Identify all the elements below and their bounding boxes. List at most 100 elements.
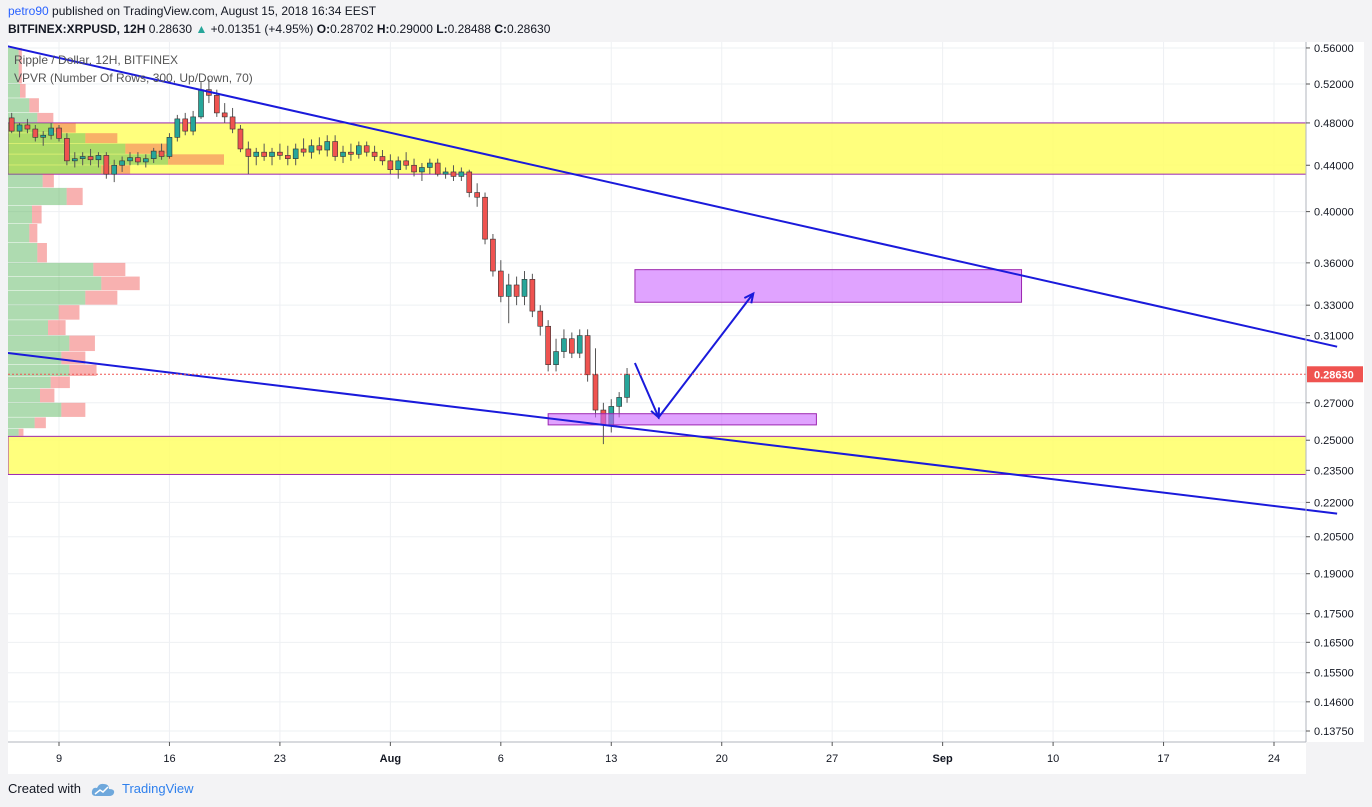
vpvr-up-bar xyxy=(8,417,35,429)
vpvr-down-bar xyxy=(42,174,54,188)
vpvr-up-bar xyxy=(8,320,48,336)
price-axis-background xyxy=(1306,42,1364,742)
vpvr-down-bar xyxy=(50,376,70,389)
ohlc-header: BITFINEX:XRPUSD, 12H 0.28630 ▲ +0.01351 … xyxy=(8,22,550,36)
candle-up xyxy=(253,151,260,157)
vpvr-up-bar xyxy=(8,305,59,320)
vpvr-up-bar xyxy=(8,335,70,352)
candle-up xyxy=(427,162,433,168)
candle-up xyxy=(458,171,465,177)
candle-down xyxy=(529,279,536,312)
x-tick-label: 17 xyxy=(1157,753,1169,765)
legend-indicator: VPVR (Number Of Rows, 300, Up/Down, 70) xyxy=(14,71,253,85)
vpvr-up-bar xyxy=(8,47,19,84)
y-tick-label: 0.44000 xyxy=(1314,160,1354,172)
y-tick-label: 0.23500 xyxy=(1314,465,1354,477)
target-zone xyxy=(547,413,817,426)
candle-down xyxy=(490,238,496,272)
legend-title: Ripple / Dollar, 12H, BITFINEX xyxy=(14,53,178,67)
vpvr-up-bar xyxy=(8,223,30,243)
candle-down xyxy=(545,325,551,365)
candle-down xyxy=(387,160,394,170)
x-tick-label: 10 xyxy=(1047,753,1059,765)
vpvr-down-bar xyxy=(18,47,22,84)
candle-down xyxy=(498,270,504,297)
vpvr-up-bar xyxy=(8,262,94,277)
open-value: 0.28702 xyxy=(330,22,374,36)
candle-up xyxy=(111,164,118,175)
candle-up xyxy=(190,116,196,132)
candle-down xyxy=(261,151,267,157)
vpvr-down-bar xyxy=(101,276,140,291)
vpvr-down-bar xyxy=(66,187,83,206)
candle-down xyxy=(592,374,599,411)
vpvr-down-bar xyxy=(61,402,86,417)
x-tick-label: Sep xyxy=(933,753,953,765)
candle-down xyxy=(229,116,236,130)
candle-down xyxy=(379,156,386,162)
x-tick-label: 13 xyxy=(605,753,617,765)
target-zone xyxy=(634,269,1023,303)
candle-down xyxy=(482,196,488,240)
candle-up xyxy=(79,156,86,159)
vpvr-down-bar xyxy=(40,388,55,403)
candle-down xyxy=(135,157,141,163)
vpvr-up-bar xyxy=(8,174,43,188)
vpvr-down-bar xyxy=(53,122,76,133)
vpvr-down-bar xyxy=(69,335,95,352)
y-tick-label: 0.20500 xyxy=(1314,532,1354,544)
open-label: O: xyxy=(316,22,331,36)
vpvr-down-bar xyxy=(69,364,97,376)
candle-down xyxy=(64,138,70,162)
y-tick-label: 0.15500 xyxy=(1314,668,1354,680)
vpvr-down-bar xyxy=(168,154,224,165)
y-tick-label: 0.52000 xyxy=(1314,79,1354,91)
candle-down xyxy=(300,148,307,153)
vpvr-down-bar xyxy=(37,243,47,263)
arrow-head-icon xyxy=(743,291,755,304)
candle-down xyxy=(569,338,575,354)
price-chart[interactable]: 0.56000 0.52000 0.48000 0.44000 0.40000 0.360… xyxy=(0,42,1364,774)
candle-down xyxy=(363,145,370,153)
candle-up xyxy=(576,335,583,354)
candle-down xyxy=(584,335,591,376)
tradingview-cloud-icon xyxy=(91,783,114,796)
candle-up xyxy=(521,279,528,297)
author-link[interactable]: petro90 xyxy=(8,4,49,18)
vpvr-down-bar xyxy=(32,205,42,224)
up-arrow-icon: ▲ xyxy=(195,22,208,36)
candle-down xyxy=(87,156,94,161)
vpvr-up-bar xyxy=(8,165,102,174)
vpvr-up-bar xyxy=(8,402,62,417)
candle-down xyxy=(182,118,189,132)
candle-down xyxy=(371,151,378,157)
vpvr-up-bar xyxy=(8,98,30,113)
vpvr-up-bar xyxy=(8,376,51,389)
vpvr-up-bar xyxy=(8,187,67,206)
tradingview-link[interactable]: TradingView xyxy=(122,781,194,796)
chart-area[interactable]: 0.56000 0.52000 0.48000 0.44000 0.40000 0.360… xyxy=(0,42,1364,774)
candle-down xyxy=(103,155,110,175)
candle-up xyxy=(40,134,47,138)
candle-up xyxy=(198,89,204,118)
vpvr-down-bar xyxy=(85,133,118,144)
vpvr-down-bar xyxy=(48,320,66,336)
footer: Created with TradingView xyxy=(8,781,194,797)
candle-down xyxy=(450,171,457,177)
candle-up xyxy=(174,118,181,138)
trendline xyxy=(0,43,1338,348)
x-tick-label: Aug xyxy=(380,753,401,765)
candle-down xyxy=(237,128,244,150)
vpvr-up-bar xyxy=(8,122,54,133)
y-tick-label: 0.17500 xyxy=(1314,609,1354,621)
candle-up xyxy=(269,151,275,157)
candle-up xyxy=(616,397,622,407)
vpvr-down-bar xyxy=(37,112,54,123)
support-resistance-zone xyxy=(7,435,1307,475)
vpvr-up-bar xyxy=(8,133,86,144)
x-tick-label: 20 xyxy=(716,753,728,765)
y-tick-label: 0.25000 xyxy=(1314,435,1354,447)
vpvr-down-bar xyxy=(85,290,118,305)
vpvr-up-bar xyxy=(8,84,20,98)
close-value: 0.28630 xyxy=(506,22,551,36)
